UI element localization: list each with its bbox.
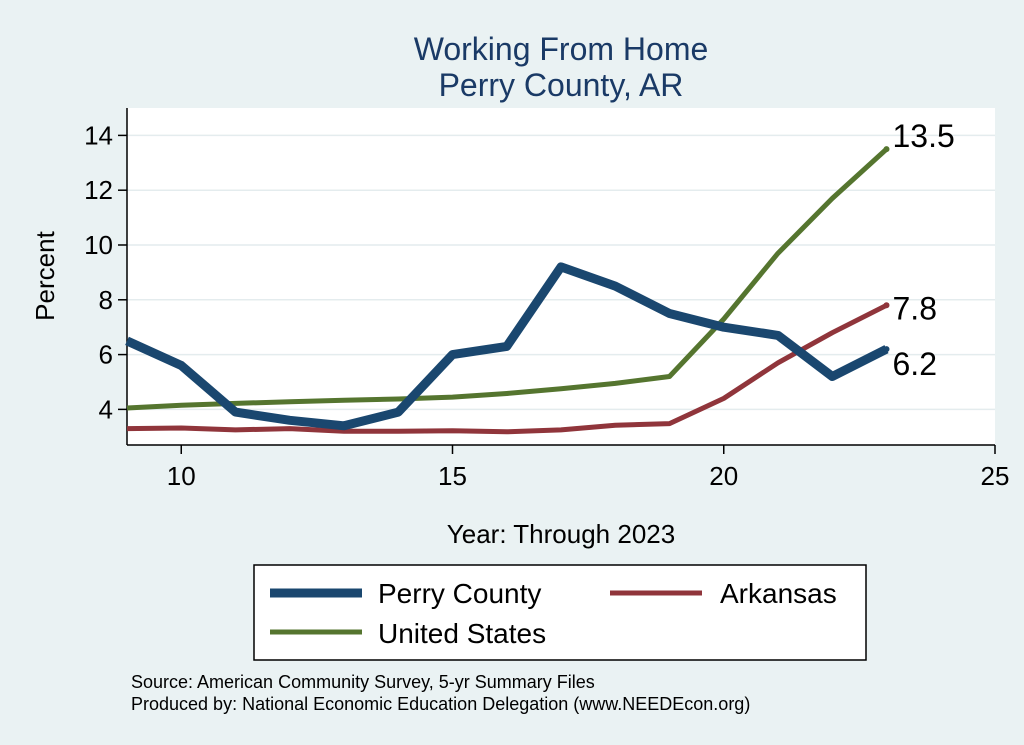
series-line-perry-county xyxy=(125,262,889,431)
end-label-arkansas: 7.8 xyxy=(893,290,937,326)
chart-title-line-1: Working From Home xyxy=(414,31,709,67)
endpoint-marker xyxy=(883,346,890,353)
gridlines xyxy=(127,134,995,411)
y-tick-label: 14 xyxy=(84,120,113,150)
endpoint-marker xyxy=(883,302,890,309)
series-lines xyxy=(125,146,890,435)
legend-label-united-states: United States xyxy=(378,618,546,649)
plot-area xyxy=(127,108,995,445)
legend-label-perry-county: Perry County xyxy=(378,578,541,609)
x-axis-title: Year: Through 2023 xyxy=(447,519,675,549)
producer-note: Produced by: National Economic Education… xyxy=(131,694,750,714)
y-tick-label: 12 xyxy=(84,175,113,205)
x-tick-label: 20 xyxy=(709,461,738,491)
x-tick-label: 15 xyxy=(438,461,467,491)
y-tick-label: 4 xyxy=(99,394,113,424)
legend-box xyxy=(253,564,867,661)
y-tick-label: 10 xyxy=(84,230,113,260)
legend-label-arkansas: Arkansas xyxy=(720,578,837,609)
y-axis-title: Percent xyxy=(30,230,60,320)
x-tick-label: 10 xyxy=(167,461,196,491)
end-labels: 6.2 7.8 13.5 xyxy=(893,118,955,382)
series-line-united-states xyxy=(126,147,889,411)
series-line-arkansas xyxy=(126,303,888,435)
end-label-perry-county: 6.2 xyxy=(893,346,937,382)
y-tick-label: 6 xyxy=(99,340,113,370)
legend: Perry County Arkansas United States xyxy=(253,564,867,661)
endpoint-marker xyxy=(883,146,890,153)
chart-title-line-2: Perry County, AR xyxy=(439,67,684,103)
y-tick-label: 8 xyxy=(99,285,113,315)
source-note: Source: American Community Survey, 5-yr … xyxy=(131,672,595,692)
x-tick-label: 25 xyxy=(981,461,1010,491)
axes: 4 6 8 10 12 14 10 15 20 25 xyxy=(84,108,1009,491)
end-label-united-states: 13.5 xyxy=(893,118,955,154)
